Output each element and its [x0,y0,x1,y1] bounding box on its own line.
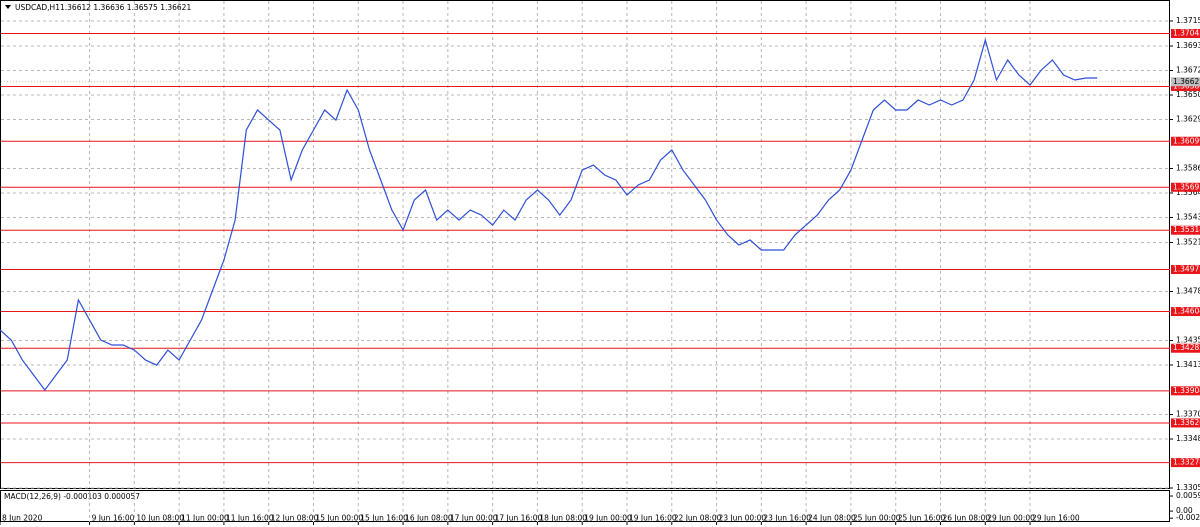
level-label-box [1171,458,1200,468]
current-price-label: 1.36621 [1173,77,1200,86]
price-line [0,37,1098,392]
level-label-box [1171,182,1200,192]
x-tick-label: 29 Jun 00:00 [987,514,1035,523]
macd-y-tick-label: 0.00593 [1176,491,1200,500]
x-tick-label: 22 Jun 08:00 [674,514,722,523]
x-tick-label: 29 Jun 16:00 [1032,514,1080,523]
level-label: 1.35695 [1173,182,1200,191]
x-tick-label: 15 Jun 00:00 [315,514,363,523]
level-label: 1.35318 [1173,225,1200,234]
x-tick-label: 19 Jun 00:00 [584,514,632,523]
level-label-box [1171,386,1200,396]
menu-arrow [5,5,11,9]
level-label: 1.33626 [1173,418,1200,427]
y-tick-label: 1.35210 [1176,238,1200,247]
y-tick-label: 1.34780 [1176,287,1200,296]
y-tick-label: 1.37155 [1176,16,1200,25]
y-tick-label: 1.35860 [1176,163,1200,172]
x-tick-label: 12 Jun 08:00 [271,514,319,523]
quote: 1.36612 1.36636 1.36575 1.36621 [60,3,191,12]
level-label-box [1171,136,1200,146]
y-tick-label: 1.34350 [1176,335,1200,344]
symbol: USDCAD,H1 [15,3,60,12]
y-tick-label: 1.35430 [1176,212,1200,221]
level-label-box [1171,307,1200,317]
level-label: 1.36099 [1173,136,1200,145]
x-tick-label: 15 Jun 16:00 [360,514,408,523]
macd-y-tick-label: 0.00 [1176,506,1193,515]
y-tick-label: 1.33485 [1176,434,1200,443]
x-tick-label: 10 Jun 08:00 [136,514,184,523]
y-tick-label: 1.36505 [1176,90,1200,99]
macd-label: MACD(12,26,9) -0.000103 0.000057 [4,492,140,501]
y-tick-label: 1.35645 [1176,188,1200,197]
level-label-box [1171,343,1200,353]
macd-frame [0,490,1170,522]
level-label-box [1171,418,1200,428]
level-label: 1.33908 [1173,386,1200,395]
macd-y-tick-label: -0.00281 [1176,513,1200,522]
level-label: 1.34604 [1173,307,1200,316]
y-tick-label: 1.33055 [1176,483,1200,492]
y-tick-label: 1.36935 [1176,41,1200,50]
current-price-box [1171,77,1200,87]
x-tick-label: 17 Jun 00:00 [450,514,498,523]
x-tick-label: 25 Jun 00:00 [853,514,901,523]
level-label-box [1171,265,1200,275]
x-tick-label: 26 Jun 08:00 [942,514,990,523]
level-label-box [1171,28,1200,38]
y-tick-label: 1.36720 [1176,66,1200,75]
x-tick-label: 23 Jun 16:00 [763,514,811,523]
x-tick-label: 16 Jun 08:00 [405,514,453,523]
y-tick-label: 1.34135 [1176,360,1200,369]
x-tick-label: 25 Jun 16:00 [898,514,946,523]
level-label-box [1171,81,1200,91]
x-tick-label: 8 Jun 2020 [2,514,43,523]
x-tick-label: 19 Jun 16:00 [629,514,677,523]
level-label: 1.37045 [1173,28,1200,37]
x-tick-label: 24 Jun 08:00 [808,514,856,523]
y-tick-label: 1.33700 [1176,410,1200,419]
x-tick-label: 23 Jun 00:00 [719,514,767,523]
x-tick-label: 9 Jun 16:00 [92,514,135,523]
level-label-box [1171,225,1200,235]
x-tick-label: 17 Jun 16:00 [495,514,543,523]
x-tick-label: 11 Jun 00:00 [181,514,229,523]
level-label: 1.34282 [1173,343,1200,352]
y-tick-label: 1.36290 [1176,114,1200,123]
level-label: 1.33278 [1173,458,1200,467]
x-tick-label: 18 Jun 08:00 [539,514,587,523]
x-tick-label: 11 Jun 16:00 [226,514,274,523]
level-label: 1.34973 [1173,265,1200,274]
